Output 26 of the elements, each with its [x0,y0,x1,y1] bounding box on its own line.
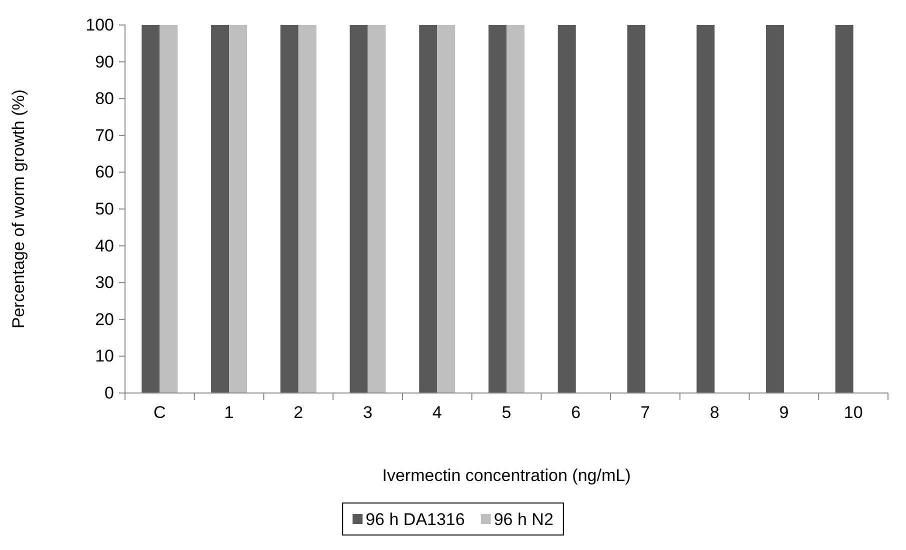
x-axis-title: Ivermectin concentration (ng/mL) [382,466,631,485]
x-tick-label: 10 [844,403,863,422]
x-tick-label: 6 [571,403,581,422]
y-tick-label: 40 [95,236,114,256]
legend-label: 96 h DA1316 [366,510,465,529]
y-tick-label: 50 [95,199,114,218]
y-tick-label: 60 [95,162,114,182]
y-tick-label: 30 [95,273,114,292]
legend-label: 96 h N2 [494,510,554,529]
y-axis-title: Percentage of worm growth (%) [9,89,28,329]
y-tick-label: 10 [95,346,114,366]
x-tick-label: 7 [640,403,650,422]
y-tick-label: 90 [95,52,114,72]
y-tick-label: 0 [104,383,114,402]
y-tick-label: 70 [95,126,114,145]
x-tick-label: 5 [502,403,512,422]
x-tick-label: C [154,403,166,422]
x-tick-label: 4 [432,403,442,422]
y-tick-label: 20 [95,310,114,329]
y-tick-label: 80 [95,89,114,108]
x-tick-label: 9 [779,403,789,422]
x-tick-label: 1 [224,403,234,422]
x-tick-label: 2 [294,403,304,422]
y-tick-label: 100 [86,15,114,34]
x-tick-label: 3 [363,403,373,422]
x-tick-label: 8 [710,403,720,422]
